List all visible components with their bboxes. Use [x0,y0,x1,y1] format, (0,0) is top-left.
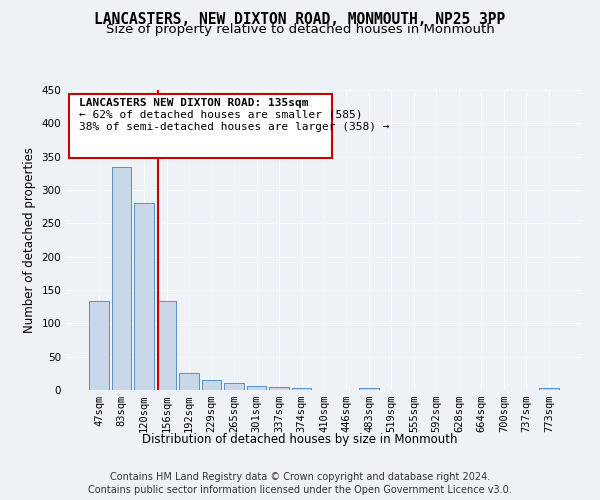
Bar [224,384,244,390]
Bar [539,388,559,390]
Bar [112,166,131,390]
Bar [247,386,266,390]
Y-axis label: Number of detached properties: Number of detached properties [23,147,36,333]
FancyBboxPatch shape [68,94,332,158]
Text: ← 62% of detached houses are smaller (585): ← 62% of detached houses are smaller (58… [79,110,362,120]
Bar [202,380,221,390]
Text: Distribution of detached houses by size in Monmouth: Distribution of detached houses by size … [142,432,458,446]
Text: Contains HM Land Registry data © Crown copyright and database right 2024.: Contains HM Land Registry data © Crown c… [110,472,490,482]
Text: LANCASTERS, NEW DIXTON ROAD, MONMOUTH, NP25 3PP: LANCASTERS, NEW DIXTON ROAD, MONMOUTH, N… [94,12,506,28]
Bar [89,300,109,390]
Bar [179,372,199,390]
Text: 38% of semi-detached houses are larger (358) →: 38% of semi-detached houses are larger (… [79,122,389,132]
Bar [359,388,379,390]
Text: Contains public sector information licensed under the Open Government Licence v3: Contains public sector information licen… [88,485,512,495]
Text: LANCASTERS NEW DIXTON ROAD: 135sqm: LANCASTERS NEW DIXTON ROAD: 135sqm [79,98,308,108]
Bar [134,204,154,390]
Bar [157,302,176,390]
Bar [292,388,311,390]
Bar [269,386,289,390]
Text: Size of property relative to detached houses in Monmouth: Size of property relative to detached ho… [106,22,494,36]
